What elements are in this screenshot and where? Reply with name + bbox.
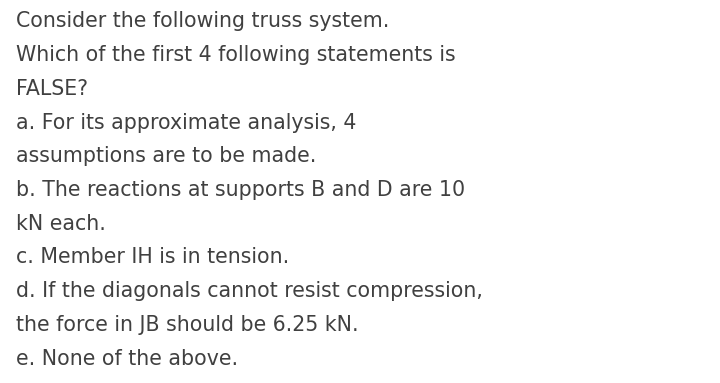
Text: c. Member IH is in tension.: c. Member IH is in tension.: [16, 247, 289, 267]
Text: d. If the diagonals cannot resist compression,: d. If the diagonals cannot resist compre…: [16, 281, 482, 301]
Text: Consider the following truss system.: Consider the following truss system.: [16, 11, 390, 31]
Text: b. The reactions at supports B and D are 10: b. The reactions at supports B and D are…: [16, 180, 465, 200]
Text: a. For its approximate analysis, 4: a. For its approximate analysis, 4: [16, 113, 356, 133]
Text: Which of the first 4 following statements is: Which of the first 4 following statement…: [16, 45, 456, 65]
Text: kN each.: kN each.: [16, 214, 106, 234]
Text: e. None of the above.: e. None of the above.: [16, 349, 238, 368]
Text: FALSE?: FALSE?: [16, 79, 88, 99]
Text: assumptions are to be made.: assumptions are to be made.: [16, 146, 316, 166]
Text: the force in JB should be 6.25 kN.: the force in JB should be 6.25 kN.: [16, 315, 359, 335]
